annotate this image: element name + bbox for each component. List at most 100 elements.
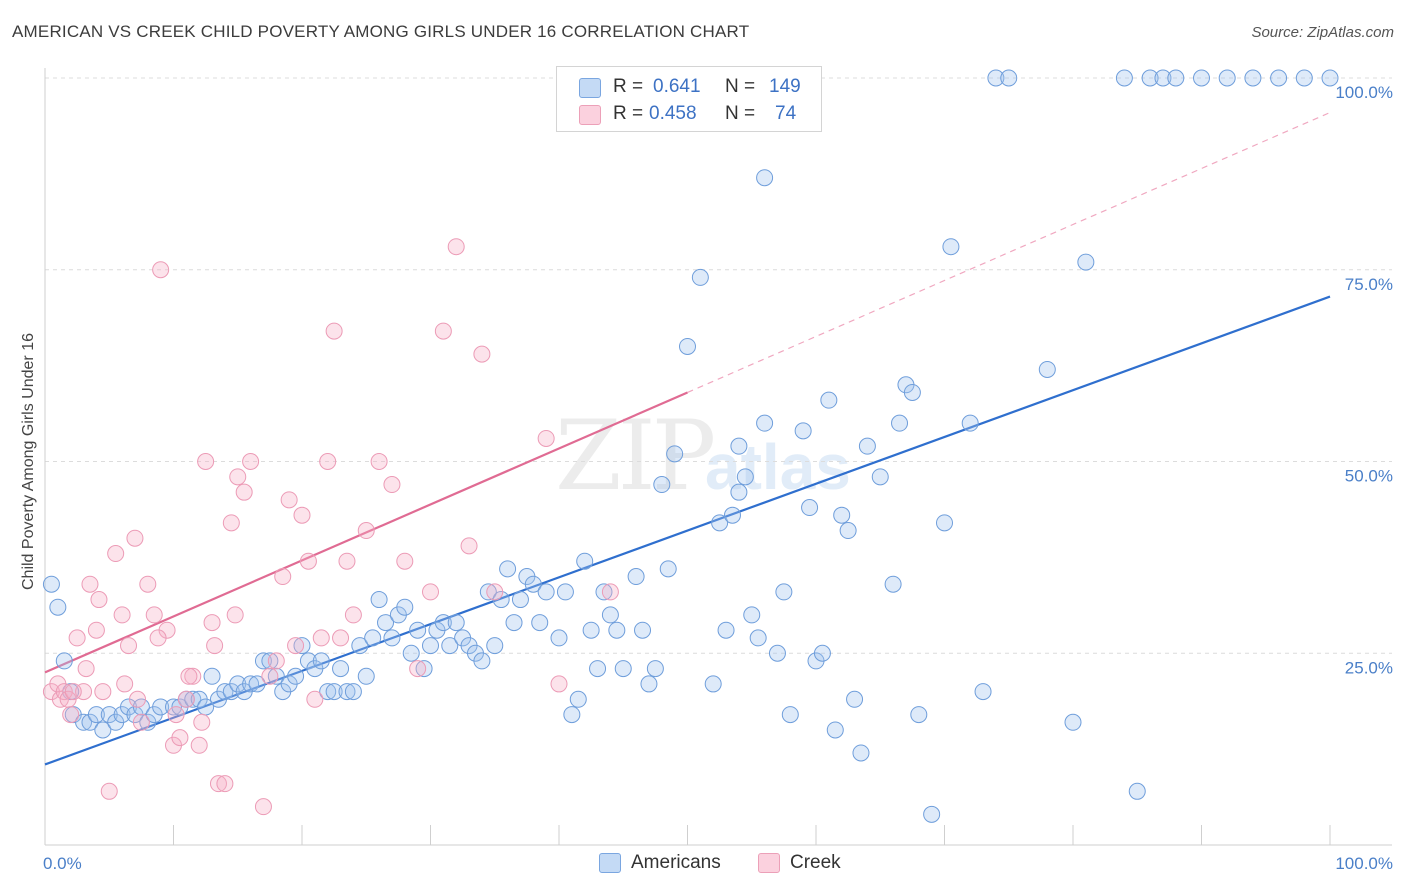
data-point-americans: [364, 629, 382, 647]
data-point-americans: [730, 483, 748, 501]
legend-r-value: 0.641: [653, 76, 701, 97]
data-point-americans: [55, 652, 73, 670]
data-point-creek: [601, 583, 619, 601]
data-point-americans: [49, 598, 67, 616]
data-point-americans: [614, 660, 632, 678]
legend-r-label: R =: [613, 76, 644, 97]
data-point-creek: [254, 798, 272, 816]
data-point-americans: [511, 591, 529, 609]
data-point-americans: [801, 499, 819, 517]
data-point-americans: [858, 437, 876, 455]
data-point-creek: [94, 683, 112, 701]
data-point-americans: [679, 337, 696, 355]
trend-line-creek: [44, 391, 688, 674]
data-point-creek: [62, 706, 80, 724]
data-point-americans: [312, 652, 330, 670]
data-point-americans: [942, 238, 960, 256]
data-point-americans: [826, 721, 844, 739]
data-point-americans: [569, 690, 587, 708]
data-point-creek: [100, 782, 118, 800]
data-point-creek: [197, 453, 215, 470]
data-point-americans: [589, 660, 607, 678]
data-point-americans: [775, 583, 793, 601]
data-point-creek: [486, 583, 504, 601]
data-point-americans: [1193, 69, 1210, 87]
data-point-creek: [90, 591, 108, 609]
data-point-creek: [132, 713, 150, 731]
data-point-creek: [267, 652, 285, 670]
data-point-creek: [235, 483, 253, 501]
data-point-americans: [1321, 69, 1339, 87]
data-point-americans: [576, 552, 594, 570]
data-point-americans: [640, 675, 658, 693]
data-point-creek: [209, 775, 227, 793]
data-point-creek: [81, 575, 99, 593]
data-point-creek: [206, 637, 224, 655]
watermark-zip: ZIP: [555, 400, 716, 512]
data-point-americans: [1141, 69, 1159, 87]
data-point-americans: [1000, 69, 1018, 87]
data-point-creek: [357, 522, 375, 540]
data-point-creek: [409, 660, 427, 678]
data-point-americans: [627, 568, 645, 586]
data-point-creek: [280, 491, 298, 509]
data-point-americans: [338, 683, 356, 701]
data-point-americans: [422, 637, 439, 655]
axis-labels: 25.0% 50.0% 75.0% 100.0% 0.0% 100.0% Child Pov…: [20, 83, 1393, 873]
data-point-creek: [152, 261, 170, 279]
trend-lines: [44, 111, 1331, 766]
data-point-creek: [306, 690, 324, 708]
data-point-creek: [537, 429, 555, 447]
data-point-americans: [550, 629, 568, 647]
y-tick-label: 100.0%: [1335, 83, 1393, 102]
data-point-americans: [833, 506, 851, 524]
y-tick-label: 25.0%: [1345, 658, 1393, 677]
data-point-creek: [216, 775, 234, 793]
data-point-creek: [145, 606, 163, 624]
data-point-americans: [556, 583, 574, 601]
data-point-americans: [891, 414, 909, 432]
data-point-americans: [441, 637, 459, 655]
chart-title: AMERICAN VS CREEK CHILD POVERTY AMONG GI…: [12, 22, 750, 41]
y-axis-title: Child Poverty Among Girls Under 16: [20, 333, 37, 590]
data-point-americans: [987, 69, 1005, 87]
data-point-creek: [261, 667, 279, 685]
data-point-creek: [325, 322, 343, 340]
series-americans: [42, 69, 1339, 823]
data-point-americans: [370, 591, 388, 609]
data-point-americans: [653, 476, 671, 494]
data-point-americans: [377, 614, 395, 632]
axes: [44, 68, 1392, 846]
data-point-creek: [120, 637, 138, 655]
x-tick-label-max: 100.0%: [1335, 854, 1393, 873]
legend-n-value: 74: [775, 103, 797, 124]
data-point-americans: [499, 560, 517, 578]
data-point-creek: [293, 506, 311, 524]
data-point-americans: [852, 744, 870, 762]
data-point-americans: [839, 522, 857, 540]
data-point-americans: [1128, 782, 1146, 800]
data-point-creek: [319, 453, 337, 470]
data-point-americans: [595, 583, 613, 601]
data-point-creek: [344, 606, 362, 624]
data-point-creek: [116, 675, 134, 693]
data-point-creek: [434, 322, 452, 340]
y-tick-label: 75.0%: [1345, 275, 1393, 294]
data-point-creek: [177, 690, 195, 708]
data-point-creek: [149, 629, 167, 647]
data-point-americans: [537, 583, 555, 601]
series-creek: [42, 238, 619, 816]
data-point-creek: [370, 453, 388, 470]
series-legend: Americans Creek: [0, 851, 1406, 877]
data-point-creek: [332, 629, 350, 647]
data-point-americans: [351, 637, 369, 655]
data-point-americans: [1167, 69, 1185, 87]
watermark-atlas: atlas: [705, 431, 851, 503]
data-point-americans: [717, 621, 735, 639]
data-point-creek: [87, 621, 105, 639]
data-point-americans: [357, 667, 375, 685]
data-point-americans: [293, 637, 311, 655]
data-point-americans: [1244, 69, 1262, 87]
data-point-creek: [312, 629, 330, 647]
